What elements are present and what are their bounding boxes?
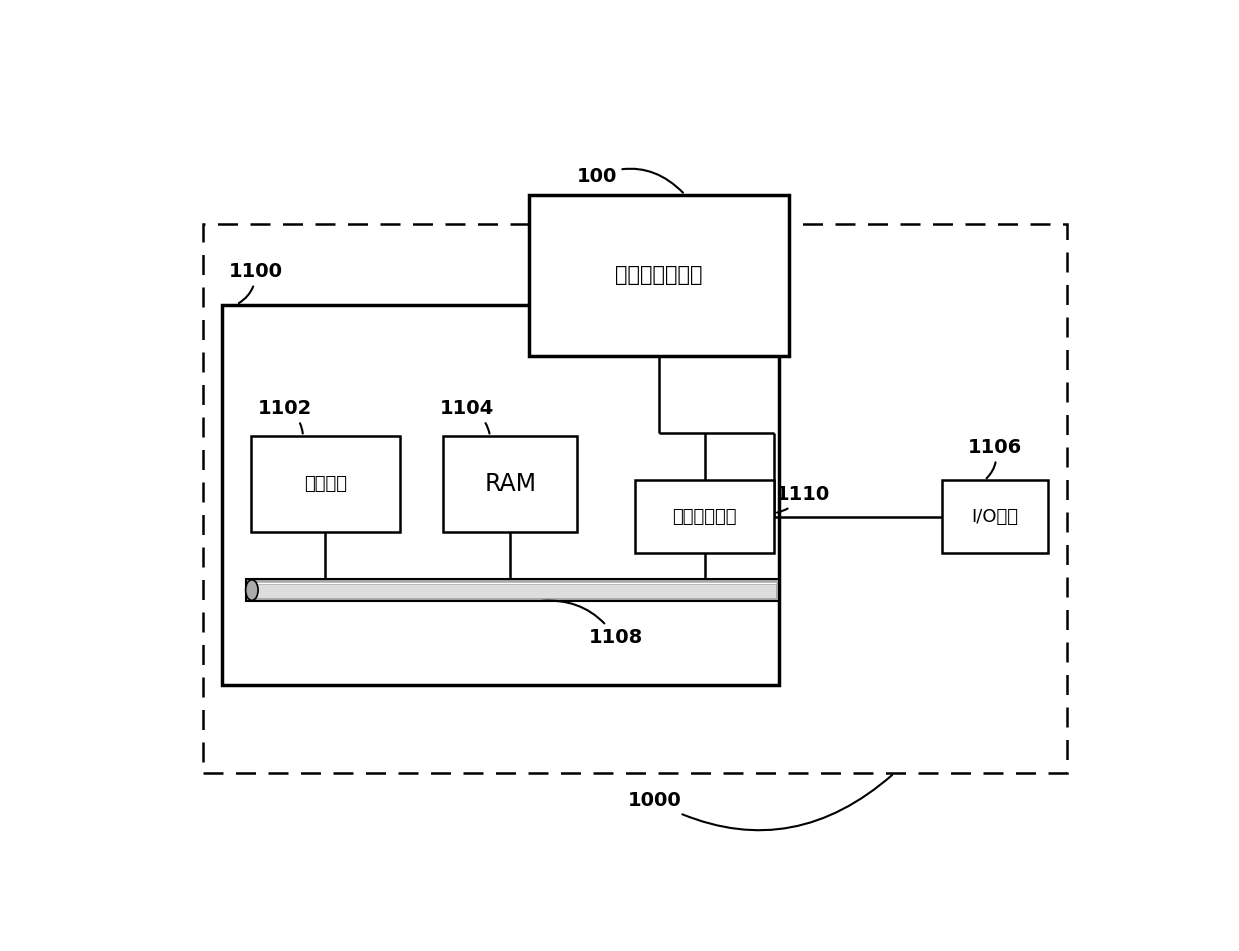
Bar <box>943 480 1048 553</box>
Bar <box>529 195 788 356</box>
Text: 1102: 1102 <box>258 399 312 434</box>
Text: 微处理器: 微处理器 <box>304 475 347 493</box>
Text: RAM: RAM <box>484 472 536 495</box>
Bar <box>444 437 577 532</box>
Text: I/O装置: I/O装置 <box>971 508 1018 526</box>
Text: 1110: 1110 <box>776 485 830 513</box>
Bar <box>222 304 779 686</box>
Text: 数据传输接口: 数据传输接口 <box>673 508 737 526</box>
Bar <box>203 224 1067 773</box>
Ellipse shape <box>245 580 258 600</box>
Text: 1000: 1000 <box>627 775 892 830</box>
Bar <box>249 585 776 598</box>
Text: 1104: 1104 <box>440 399 494 434</box>
Text: 1100: 1100 <box>229 262 282 303</box>
Text: 存储器存储装置: 存储器存储装置 <box>616 265 703 285</box>
Text: 1108: 1108 <box>541 601 643 648</box>
Text: 100: 100 <box>576 166 683 193</box>
Bar <box>247 579 779 601</box>
Bar <box>250 437 400 532</box>
Text: 1106: 1106 <box>968 437 1022 478</box>
Bar <box>636 480 774 553</box>
